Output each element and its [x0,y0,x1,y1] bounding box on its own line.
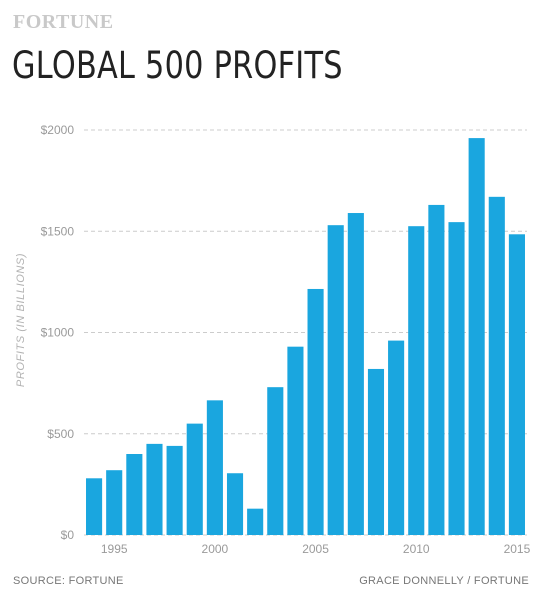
bar-2003 [267,387,284,535]
y-axis-ticks: $0 $500 $1000 $1500 $2000 [41,123,75,542]
bar-2007 [347,213,364,535]
bar-1999 [186,423,203,535]
y-tick-label: $0 [61,528,75,542]
bar-2012 [448,222,465,535]
bars [86,138,525,536]
x-tick-label: 2015 [504,542,531,556]
bar-1997 [146,443,163,535]
x-tick-label: 1995 [101,542,128,556]
bar-1996 [126,454,143,535]
bar-2010 [408,226,425,535]
bar-2015 [508,234,525,535]
credit-note: GRACE DONNELLY / FORTUNE [359,575,529,587]
bar-2011 [428,204,445,536]
x-tick-label: 2005 [302,542,329,556]
bar-2004 [287,346,304,535]
y-axis-label: PROFITS (IN BILLIONS) [15,253,27,387]
bar-2009 [388,340,405,535]
y-tick-label: $1000 [41,326,75,340]
y-tick-label: $2000 [41,123,75,137]
bar-2005 [307,288,324,535]
bar-2000 [206,400,223,535]
bar-1995 [106,470,123,535]
y-tick-label: $500 [47,427,74,441]
bar-1998 [166,445,183,535]
bar-1994 [86,478,103,535]
bar-2002 [247,508,264,535]
y-tick-label: $1500 [41,224,75,238]
bar-2001 [226,473,244,535]
bar-2008 [367,368,385,535]
chart-title: GLOBAL 500 PROFITS [12,44,343,87]
x-axis-ticks: 1995 2000 2005 2010 2015 [101,542,531,556]
bar-2014 [488,196,505,535]
source-note: SOURCE: FORTUNE [13,575,124,587]
bar-2013 [468,138,485,535]
x-tick-label: 2000 [202,542,229,556]
brand-logo: FORTUNE [13,11,114,33]
bar-2006 [327,225,344,536]
x-tick-label: 2010 [403,542,430,556]
